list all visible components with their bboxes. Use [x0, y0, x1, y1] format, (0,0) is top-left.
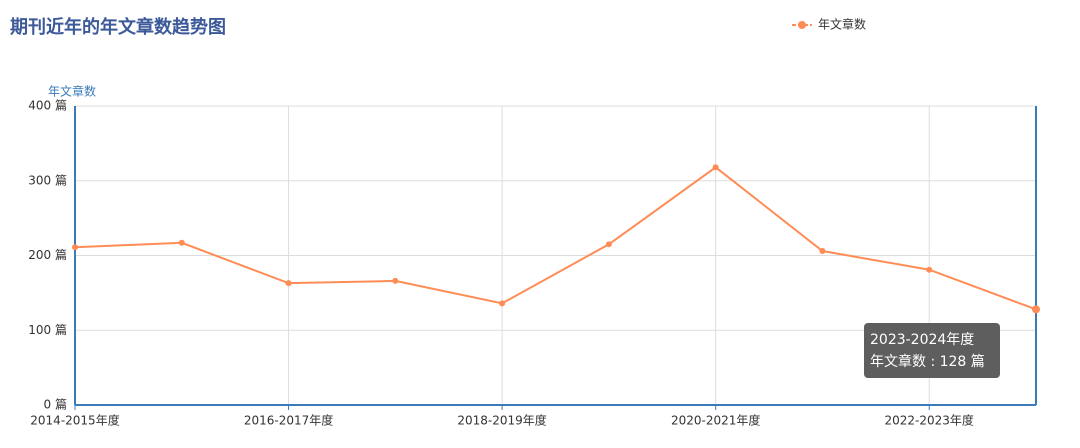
point	[1032, 305, 1040, 314]
y-tick-label: 400 篇	[28, 98, 67, 113]
y-tick-label: 200 篇	[28, 247, 67, 262]
point	[605, 241, 612, 248]
point	[285, 280, 292, 287]
line	[74, 166, 1037, 311]
x-tick-label: 2014-2015年度	[30, 413, 119, 428]
point	[72, 244, 78, 251]
y-tick-label: 300 篇	[28, 172, 67, 187]
point	[819, 248, 826, 255]
x-tick-label: 2020-2021年度	[671, 413, 760, 428]
point	[392, 277, 399, 284]
tooltip-text: 年文章数 : 128 篇	[870, 353, 985, 370]
x-tick-label: 2018-2019年度	[457, 413, 546, 428]
point	[712, 164, 719, 171]
x-tick-label: 2022-2023年度	[885, 413, 974, 428]
y-axis-name: 年文章数	[48, 84, 96, 99]
y-tick-label: 0 篇	[44, 397, 67, 412]
tooltip-box	[864, 323, 1000, 378]
x-tick-label: 2016-2017年度	[244, 413, 333, 428]
legend-label: 年文章数	[818, 17, 866, 32]
tooltip-title: 2023-2024年度	[870, 332, 974, 348]
chart-title: 期刊近年的年文章数趋势图	[10, 16, 226, 38]
point	[499, 300, 506, 307]
point	[178, 239, 185, 246]
point	[926, 266, 933, 273]
legend-marker	[798, 21, 806, 29]
y-tick-label: 100 篇	[28, 322, 67, 337]
